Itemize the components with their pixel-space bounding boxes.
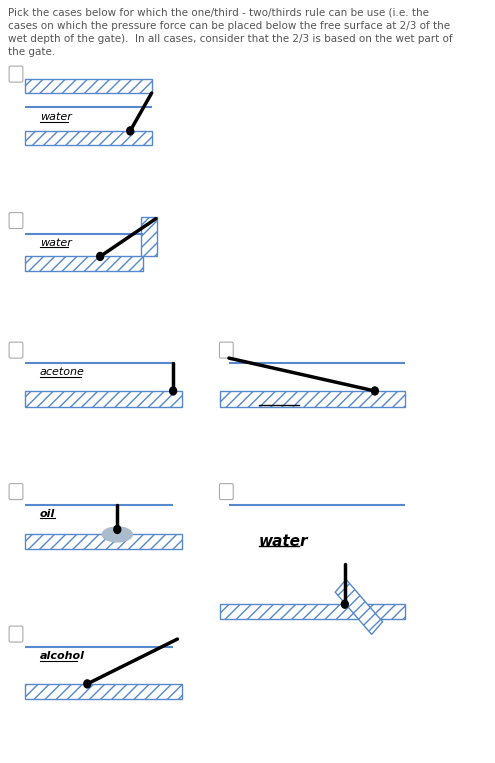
Bar [220, 604, 405, 619]
Text: water: water [40, 112, 72, 122]
Bar [142, 217, 157, 256]
FancyBboxPatch shape [9, 66, 23, 82]
Circle shape [84, 680, 91, 688]
FancyBboxPatch shape [219, 484, 233, 500]
FancyBboxPatch shape [219, 342, 233, 358]
Bar [25, 131, 151, 145]
FancyBboxPatch shape [9, 626, 23, 642]
Text: water: water [259, 534, 308, 549]
Circle shape [97, 253, 103, 260]
Text: Pick the cases below for which the one/third - two/thirds rule can be use (i.e. : Pick the cases below for which the one/t… [8, 8, 453, 57]
Bar [25, 79, 151, 93]
Bar [25, 256, 143, 272]
Text: water: water [259, 393, 308, 408]
Circle shape [342, 600, 348, 608]
FancyBboxPatch shape [9, 342, 23, 358]
Text: water: water [40, 237, 72, 247]
Text: oil: oil [40, 508, 55, 519]
Circle shape [371, 387, 378, 395]
Bar [220, 391, 405, 407]
Bar [25, 391, 182, 407]
Circle shape [114, 526, 121, 533]
Bar [25, 534, 182, 549]
FancyBboxPatch shape [9, 484, 23, 500]
FancyBboxPatch shape [9, 213, 23, 229]
Ellipse shape [102, 527, 132, 542]
Circle shape [170, 387, 177, 395]
Bar [335, 579, 383, 634]
Circle shape [127, 127, 134, 135]
Text: acetone: acetone [40, 367, 85, 377]
Bar [25, 684, 182, 699]
Text: alcohol: alcohol [40, 651, 85, 661]
